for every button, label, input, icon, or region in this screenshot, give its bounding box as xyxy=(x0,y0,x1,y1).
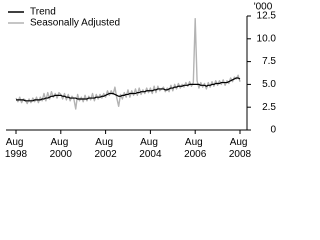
x-tick-label: Aug 2008 xyxy=(229,137,252,160)
chart: '000 0 2.5 5.0 7.5 10.0 12.5 Aug 1998 Aug 2000 A… xyxy=(5,2,277,160)
x-tick-label: Aug 2002 xyxy=(94,137,117,160)
y-tick-label: 2.5 xyxy=(262,102,276,113)
x-tick-label: Aug 1998 xyxy=(5,137,28,160)
y-tick-label: 0 xyxy=(270,125,276,136)
series-line xyxy=(16,77,241,102)
y-tick-label: 5.0 xyxy=(262,79,276,90)
x-tick-label: Aug 2000 xyxy=(50,137,73,160)
x-tick-label: Aug 2006 xyxy=(184,137,207,160)
y-unit: '000 xyxy=(254,2,273,13)
y-tick-label: 12.5 xyxy=(257,11,277,22)
x-tick-label: Aug 2004 xyxy=(139,137,162,160)
legend-label: Seasonally Adjusted xyxy=(30,18,120,29)
y-tick-label: 7.5 xyxy=(262,56,276,67)
legend-label: Trend xyxy=(30,7,56,18)
series-line xyxy=(15,18,241,110)
y-tick-label: 10.0 xyxy=(257,33,277,44)
